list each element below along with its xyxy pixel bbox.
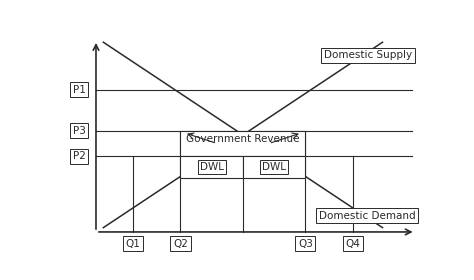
- Bar: [243, 157, 305, 178]
- Text: Q2: Q2: [173, 239, 188, 249]
- Text: Domestic Demand: Domestic Demand: [319, 211, 416, 221]
- Text: P1: P1: [73, 85, 86, 95]
- Text: P2: P2: [73, 151, 86, 162]
- Bar: [181, 157, 243, 178]
- Text: Q3: Q3: [298, 239, 313, 249]
- Text: P3: P3: [73, 126, 86, 136]
- Text: DWL: DWL: [200, 162, 224, 172]
- Text: Domestic Supply: Domestic Supply: [324, 50, 412, 60]
- Bar: [181, 130, 305, 157]
- Text: Q4: Q4: [346, 239, 361, 249]
- Text: Government Revenue: Government Revenue: [186, 134, 300, 144]
- Text: DWL: DWL: [262, 162, 286, 172]
- Text: Q1: Q1: [125, 239, 140, 249]
